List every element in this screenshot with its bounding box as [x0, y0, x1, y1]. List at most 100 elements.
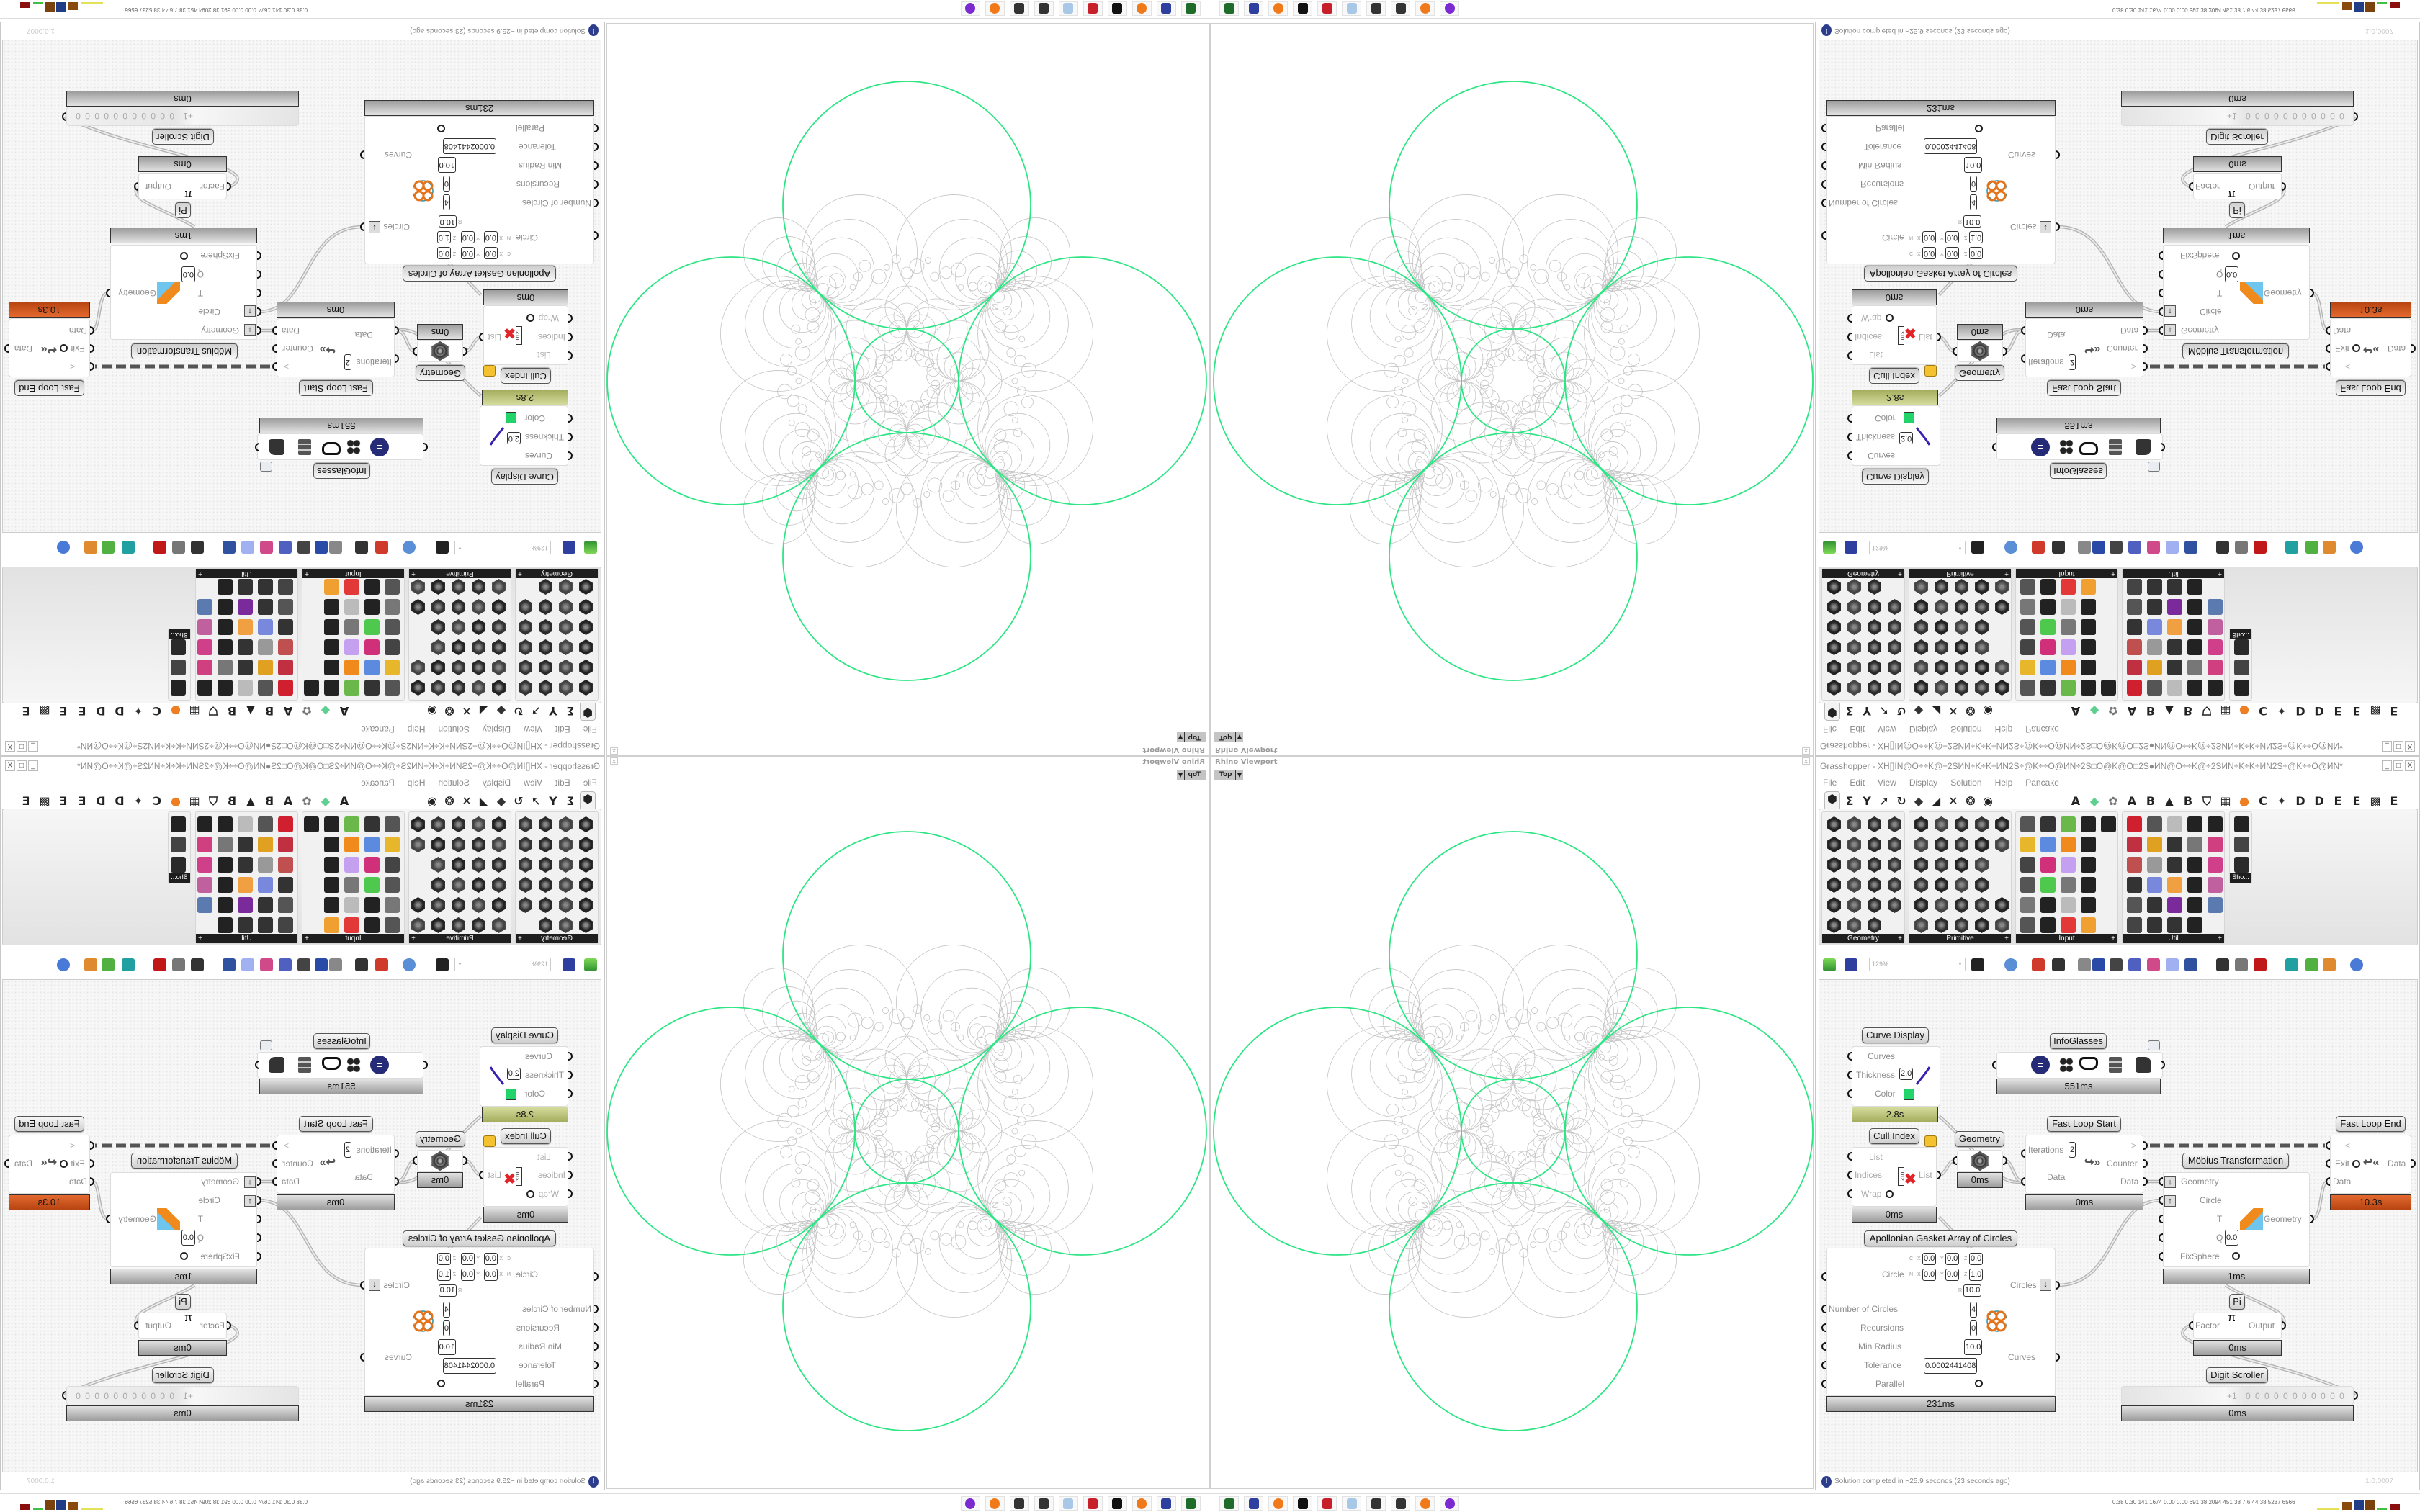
graft-up-icon[interactable]: ↑	[244, 1195, 256, 1207]
tab-13[interactable]: A	[2127, 794, 2137, 808]
taskbar-app-puzzle-icon[interactable]	[1391, 1496, 1410, 1511]
flatten-down-icon[interactable]: ↓	[369, 221, 380, 233]
output-grip[interactable]	[413, 347, 417, 356]
center-z[interactable]: 0.0	[1969, 247, 1984, 259]
input-grip[interactable]	[1821, 124, 1826, 132]
wire[interactable]	[2004, 328, 2024, 354]
taskbar-app-terminal-icon[interactable]	[1181, 1496, 1201, 1511]
toggle-wrap[interactable]	[526, 314, 534, 322]
graft-up-icon[interactable]: ↑	[244, 305, 256, 317]
component-icon[interactable]	[1955, 816, 1968, 832]
output-grip[interactable]	[272, 344, 277, 353]
input-grip[interactable]	[1992, 1061, 1996, 1069]
input-grip[interactable]	[1821, 199, 1826, 207]
component-icon[interactable]	[2167, 917, 2182, 933]
taskbar-app-terminal-icon[interactable]	[1181, 1, 1201, 16]
toggle-wrap[interactable]	[526, 1190, 534, 1198]
center-x[interactable]: 0.0	[1922, 247, 1937, 259]
input-grip[interactable]	[1847, 1052, 1852, 1061]
output-grip[interactable]	[2161, 1061, 2165, 1069]
component-icon[interactable]	[1955, 857, 1968, 873]
component-icon[interactable]	[1914, 837, 1928, 852]
taskbar-app-firefox-icon[interactable]	[1415, 1, 1435, 16]
input-grip[interactable]	[1847, 1071, 1852, 1079]
output-grip[interactable]	[2003, 1156, 2007, 1165]
output-grip[interactable]	[4, 344, 9, 353]
output-grip[interactable]	[62, 1391, 66, 1400]
output-grip[interactable]	[134, 1321, 138, 1330]
component-icon[interactable]	[2040, 877, 2056, 893]
toggle-exit[interactable]	[60, 344, 68, 352]
output-grip[interactable]	[1937, 1171, 1941, 1179]
input-grip[interactable]	[1847, 414, 1852, 423]
taskbar-app-red-gear-icon[interactable]	[1083, 1496, 1103, 1511]
component-icon[interactable]	[2127, 917, 2142, 933]
component-icon[interactable]	[2127, 837, 2142, 852]
toolbar-tool-icon[interactable]	[2004, 958, 2017, 971]
tab-9[interactable]: ◉	[1983, 794, 1993, 808]
menu-file[interactable]: File	[1823, 778, 1837, 788]
pi-label[interactable]: Pi	[175, 202, 191, 218]
panel-label[interactable]: Sho...	[2230, 873, 2251, 883]
component-icon[interactable]	[1975, 857, 1989, 873]
component-icon[interactable]	[2234, 837, 2249, 852]
input-grip[interactable]	[2189, 1321, 2193, 1330]
graft-up-icon[interactable]: ↑	[2164, 1195, 2176, 1207]
component-icon[interactable]	[2187, 837, 2202, 852]
pi-label[interactable]: Pi	[175, 1294, 191, 1310]
taskbar-app-red-gear-icon[interactable]	[1317, 1496, 1337, 1511]
toggle-parallel[interactable]	[437, 1380, 445, 1387]
component-icon[interactable]	[2020, 897, 2035, 913]
component-icon[interactable]	[1975, 917, 1989, 933]
thickness-value[interactable]: 2.0	[506, 432, 521, 444]
taskbar-app-puzzle-icon[interactable]	[1034, 1496, 1054, 1511]
flatten-down-icon[interactable]: ↓	[2164, 1176, 2176, 1188]
input-grip[interactable]	[2159, 307, 2163, 316]
component-icon[interactable]	[2081, 897, 2096, 913]
fast-loop-start-label[interactable]: Fast Loop Start	[2047, 380, 2121, 396]
input-grip[interactable]	[1821, 1361, 1826, 1369]
component-icon[interactable]	[1955, 837, 1968, 852]
output-grip[interactable]	[360, 150, 364, 159]
geometry-param-label[interactable]: Geometry	[416, 365, 465, 381]
wire[interactable]	[259, 1198, 363, 1287]
component-icon[interactable]	[2127, 816, 2142, 832]
component-icon[interactable]	[1827, 837, 1841, 852]
output-grip[interactable]	[272, 326, 277, 335]
component-icon[interactable]	[2167, 816, 2182, 832]
input-grip[interactable]	[1821, 1380, 1826, 1388]
curve-display-component[interactable]	[1852, 1046, 1940, 1107]
tolerance-value[interactable]: 0.0002441408	[442, 138, 496, 154]
toggle-exit[interactable]	[2352, 1160, 2360, 1168]
panel-label[interactable]: Geometry +	[1822, 934, 1904, 943]
recursions-value[interactable]: 0	[1970, 1320, 1978, 1336]
output-grip[interactable]	[2354, 1391, 2358, 1400]
digit-scroller-component[interactable]	[2121, 1386, 2354, 1405]
toolbar-tool-icon[interactable]	[2285, 958, 2298, 971]
component-icon[interactable]	[2040, 857, 2056, 873]
tab-23[interactable]: D	[2314, 794, 2324, 808]
normal-y[interactable]: 0.0	[1945, 1269, 1960, 1281]
input-grip[interactable]	[1821, 1323, 1826, 1332]
toolbar-tool-icon[interactable]	[2092, 958, 2105, 971]
component-icon[interactable]	[2147, 837, 2162, 852]
warning-balloon-icon[interactable]	[1924, 365, 1937, 377]
fast-loop-start-label[interactable]: Fast Loop Start	[299, 1116, 373, 1132]
input-grip[interactable]	[2326, 1141, 2330, 1150]
tab-25[interactable]: E	[2352, 794, 2361, 808]
component-icon[interactable]	[2081, 917, 2096, 933]
output-grip[interactable]	[2282, 1321, 2286, 1330]
tab-4[interactable]: ↻	[1896, 794, 1906, 808]
curve-display-label[interactable]: Curve Display	[1862, 469, 1929, 485]
recursions-value[interactable]: 0	[442, 1320, 450, 1336]
tab-6[interactable]: ◢	[1931, 794, 1941, 808]
min-radius-value[interactable]: 10.0	[437, 1339, 456, 1355]
toolbar-tool-icon[interactable]	[2216, 958, 2229, 971]
output-grip[interactable]	[2056, 1353, 2060, 1362]
tab-0[interactable]: ⬢	[1824, 791, 1840, 810]
component-icon[interactable]	[1847, 897, 1861, 913]
mobius-label[interactable]: Möbius Transformation	[131, 1153, 238, 1169]
normal-y[interactable]: 0.0	[460, 231, 475, 243]
save-icon[interactable]	[1845, 958, 1857, 971]
component-icon[interactable]	[2234, 857, 2249, 873]
